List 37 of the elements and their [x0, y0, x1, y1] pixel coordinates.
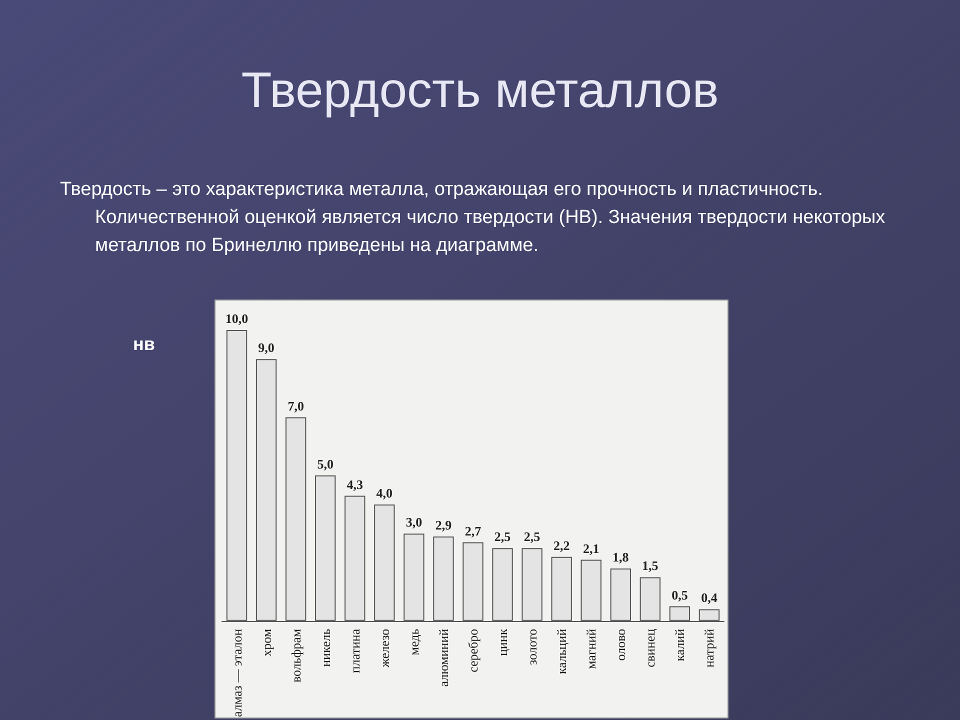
data-label: 1,5	[642, 558, 659, 574]
x-tick-label: серебро	[466, 628, 480, 672]
data-label: 5,0	[317, 456, 334, 472]
x-tick-label: калий	[672, 628, 688, 662]
x-tick-label: свинец	[642, 628, 658, 668]
chart-subtitle: Твердость – это характеристика металла, отражающая его прочность и пластичность. Количественной оценкой является число твердости (НВ). Значения твердости некоторых металлов по Бринеллю приведены на диаграмме.	[60, 178, 886, 258]
data-label: 0,4	[701, 590, 718, 606]
data-label: 2,5	[524, 529, 541, 544]
data-label: 2,7	[464, 523, 482, 538]
chart-title: Твердость металлов	[241, 62, 719, 118]
data-label: 4,0	[376, 486, 393, 500]
data-label: 4,3	[346, 476, 364, 492]
x-tick-label: железо	[376, 628, 392, 668]
x-tick-label: олово	[613, 628, 628, 661]
x-tick-label: хром	[258, 628, 274, 656]
x-tick-label: алмаз — эталон	[229, 628, 244, 718]
x-tick-label: никель	[318, 628, 333, 667]
x-tick-label: вольфрам	[288, 628, 304, 683]
data-label: 2,9	[435, 517, 452, 532]
x-tick-label: кальций	[554, 628, 570, 674]
x-tick-label: цинк	[495, 628, 510, 656]
x-tick-label: платина	[347, 628, 362, 674]
x-tick-label: натрий	[702, 628, 717, 668]
x-tick-label: магний	[584, 628, 599, 669]
data-label: 0,5	[672, 587, 688, 602]
data-label: 2,1	[582, 540, 600, 556]
data-label: 2,2	[553, 538, 570, 553]
data-label: 2,5	[494, 529, 512, 544]
x-tick-label: алюминий	[436, 628, 451, 687]
data-label: 10,0	[225, 311, 248, 326]
y-axis-title: нв	[133, 334, 155, 354]
data-label: 3,0	[406, 514, 422, 530]
data-label: 1,8	[612, 549, 630, 564]
data-label: 9,0	[258, 340, 274, 356]
x-tick-label: золото	[524, 628, 540, 666]
x-tick-label: медь	[406, 628, 422, 656]
data-label: 7,0	[288, 398, 304, 414]
